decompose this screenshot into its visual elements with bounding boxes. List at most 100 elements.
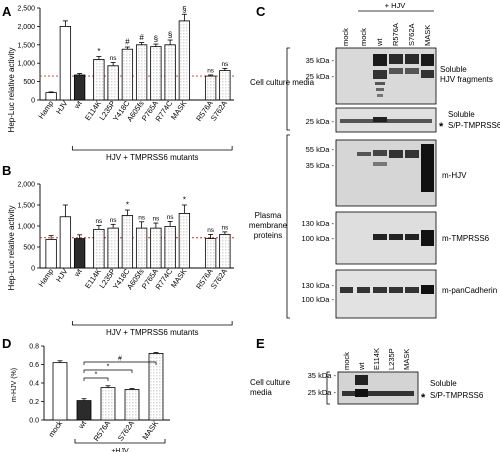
chart-panel-b: B Hep-Luc relative activity 0 500 1,000 1,5… <box>2 163 234 337</box>
x-tick-label: MASK <box>169 99 189 122</box>
x-tick-label: MASK <box>141 419 161 442</box>
y-tick-label: 0.4 <box>29 381 39 388</box>
band-label-soluble-tmprss6: Soluble <box>448 110 475 119</box>
treatment-label: + HJV <box>385 1 406 10</box>
significance-label: # <box>139 33 144 42</box>
lane-label-l235p: L235P <box>387 348 396 370</box>
x-tick-label: Hamp <box>36 267 55 289</box>
section-label-membrane: Plasma membrane proteins <box>249 211 288 240</box>
x-tick-label: mock <box>46 419 64 439</box>
lane-label-wt: wt <box>375 38 384 47</box>
bar-l235p <box>107 65 119 101</box>
section-brace-e <box>326 371 330 405</box>
significance-label: § <box>168 31 172 40</box>
panel-label-c: C <box>256 4 266 19</box>
panel-label-b: B <box>2 163 11 178</box>
x-tick-label: HJV <box>54 267 70 284</box>
significance-label: ns <box>167 214 175 221</box>
bar-a605fs <box>135 44 148 101</box>
comparison-label: # <box>118 356 122 363</box>
kda-marker: 35 kDa - <box>308 371 337 380</box>
bar-r774c <box>164 226 176 269</box>
bands-soluble-hjv <box>373 54 434 97</box>
comparison-bracket <box>83 361 157 365</box>
y-tick-label: 2,000 <box>17 24 35 31</box>
significance-label: ns <box>138 214 146 221</box>
significance-label: # <box>125 38 130 47</box>
lane-label-r576a: R576A <box>391 23 400 46</box>
bar-l235p <box>107 227 119 269</box>
bands-soluble-tmprss6 <box>340 117 432 123</box>
blot-m-pancadherin <box>335 269 437 319</box>
significance-label: ns <box>110 217 118 224</box>
lane-label-mask: MASK <box>423 25 432 46</box>
comparison-label: * <box>95 372 98 379</box>
significance-label: § <box>154 35 158 44</box>
kda-marker: 25 kDa - <box>308 388 337 397</box>
bands-e <box>342 375 414 397</box>
bar-s762a <box>219 70 231 101</box>
panel-label-a: A <box>2 4 12 19</box>
significance-label: * <box>183 196 186 205</box>
y-tick-label: 1,000 <box>17 61 35 68</box>
bands-m-hjv <box>357 144 434 192</box>
x-tick-label: HJV <box>54 99 70 116</box>
lane-label-mock-1: mock <box>341 28 350 46</box>
bar-r576a <box>100 387 116 421</box>
y-axis-label-d: m-HJV (%) <box>11 368 18 402</box>
y-tick-label: 1,500 <box>17 42 35 49</box>
comparison-label: * <box>107 364 110 371</box>
kda-marker: 130 kDa - <box>301 281 334 290</box>
panel-label-d: D <box>2 336 11 351</box>
blot-panel-c: C mock mock wt R576A S762A MASK + HJV Ce… <box>249 1 500 319</box>
y-tick-label: 0.8 <box>29 344 39 351</box>
blot-panel-e: E mock wt E114K L235P MASK Cell culture m… <box>250 336 484 405</box>
bar-e114k <box>93 228 105 269</box>
lane-label-mock: mock <box>342 352 351 370</box>
group-label: HJV + TMPRSS6 mutants <box>106 328 199 337</box>
lane-label-mock-2: mock <box>359 28 368 46</box>
y-tick-label: 1,000 <box>17 224 35 231</box>
y-tick-label: 0 <box>31 266 35 273</box>
lane-label-e114k: E114K <box>372 348 381 370</box>
lane-label-wt: wt <box>357 362 366 371</box>
section-label-media-e: Cell culture media <box>250 378 291 397</box>
significance-label: ns <box>207 67 215 74</box>
asterisk-marker: * <box>439 121 444 133</box>
significance-label: ns <box>221 61 229 68</box>
bar-r576a <box>204 238 217 269</box>
bar-mock <box>52 362 68 421</box>
kda-marker: 55 kDa - <box>306 145 335 154</box>
y-tick-label: 0.2 <box>29 399 39 406</box>
bar-mask <box>178 212 191 269</box>
band-label-sp-tmprss6-e: S/P-TMPRSS6 <box>430 391 484 400</box>
bar-hamp <box>45 239 57 269</box>
blot-m-tmprss6 <box>335 211 437 265</box>
comparison-bracket <box>83 369 133 373</box>
kda-marker: 35 kDa - <box>306 161 335 170</box>
y-tick-label: 500 <box>23 245 35 252</box>
y-tick-label: 2,500 <box>17 6 35 13</box>
lane-label-s762a: S762A <box>407 23 416 46</box>
significance-label: ns <box>221 224 229 231</box>
bar-wt <box>73 74 86 101</box>
bar-hjv <box>59 25 72 101</box>
band-label-sp-tmprss6: S/P-TMPRSS6 <box>448 121 500 130</box>
kda-marker: 100 kDa - <box>301 295 334 304</box>
bar-mask <box>178 20 191 101</box>
y-tick-label: 500 <box>23 79 35 86</box>
x-tick-label: R576A <box>92 419 113 443</box>
bar-e114k <box>93 59 105 101</box>
bar-s762a <box>124 389 140 421</box>
bar-wt <box>73 238 86 269</box>
lane-label-mask: MASK <box>402 349 411 370</box>
bar-p765a <box>150 227 162 269</box>
bar-p765a <box>150 46 162 101</box>
x-tick-label: S762A <box>116 419 136 443</box>
significance-label: ns <box>95 218 103 225</box>
significance-label: ns <box>110 55 118 62</box>
band-label-soluble-e: Soluble <box>430 379 457 388</box>
asterisk-marker-e: * <box>421 392 426 404</box>
y-axis-label-b: Hep-Luc relative activity <box>7 206 16 291</box>
